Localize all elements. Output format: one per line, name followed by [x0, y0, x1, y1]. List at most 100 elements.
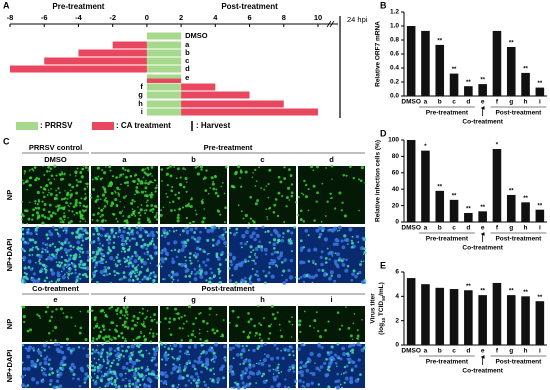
y-axis-label: Relative ORF7 mRNA	[375, 21, 382, 87]
infected-cell	[149, 262, 152, 264]
infected-cell	[247, 334, 250, 336]
infected-cell	[172, 317, 176, 321]
infected-cell	[189, 205, 193, 209]
infected-cell	[60, 270, 63, 273]
nucleus	[333, 353, 338, 357]
infected-cell	[168, 317, 172, 320]
infected-cell	[170, 276, 174, 279]
infected-cell	[186, 226, 189, 229]
infected-cell	[150, 277, 152, 280]
infected-cell	[97, 175, 100, 178]
infected-cell	[53, 178, 55, 180]
y-axis-label: Relative infection cells (%)	[375, 140, 382, 222]
infected-cell	[51, 371, 55, 375]
infected-cell	[184, 204, 188, 208]
infected-cell	[75, 211, 79, 215]
infected-cell	[134, 214, 137, 217]
infected-cell	[37, 215, 41, 219]
nucleus	[105, 273, 109, 276]
infected-cell	[254, 252, 257, 255]
nucleus	[199, 274, 204, 279]
infected-cell	[327, 365, 331, 369]
infected-cell	[25, 179, 29, 183]
infected-cell	[66, 254, 69, 257]
infected-cell	[110, 281, 112, 284]
nucleus	[66, 343, 69, 346]
significance-label: **	[480, 205, 485, 211]
infected-cell	[187, 335, 190, 337]
bar	[492, 30, 502, 96]
infected-cell	[137, 179, 141, 182]
infected-cell	[163, 231, 166, 235]
ca-bar	[146, 78, 182, 83]
nucleus	[160, 251, 164, 255]
infected-cell	[43, 215, 47, 219]
nucleus	[357, 358, 361, 362]
nucleus	[277, 382, 281, 386]
nucleus	[318, 225, 323, 231]
x-tick-label: g	[509, 225, 513, 232]
infected-cell	[155, 230, 158, 233]
infected-cell	[281, 194, 284, 198]
infected-cell	[84, 193, 87, 195]
nucleus	[132, 360, 137, 366]
infected-cell	[37, 177, 41, 181]
nucleus	[244, 242, 247, 246]
infected-cell	[98, 207, 101, 210]
infected-cell	[224, 206, 227, 210]
infected-cell	[313, 327, 315, 329]
infected-cell	[117, 346, 120, 349]
infected-cell	[145, 268, 150, 273]
column-label: c	[260, 155, 264, 164]
infected-cell	[194, 209, 197, 212]
infected-cell	[136, 271, 139, 274]
infected-cell	[176, 219, 180, 223]
significance-label: **	[480, 78, 485, 84]
infected-cell	[80, 244, 83, 247]
infected-cell	[263, 281, 267, 285]
nucleus	[302, 260, 306, 265]
infected-cell	[211, 378, 215, 382]
infected-cell	[305, 183, 308, 186]
infected-cell	[287, 168, 291, 172]
row-label: NP	[5, 319, 14, 329]
infected-cell	[139, 354, 141, 356]
nucleus	[303, 364, 308, 368]
infected-cell	[239, 177, 241, 179]
nucleus	[53, 342, 58, 347]
infected-cell	[48, 170, 51, 173]
infected-cell	[347, 326, 351, 330]
infected-cell	[218, 281, 222, 285]
bar	[421, 284, 430, 345]
significance-label: **	[437, 184, 442, 190]
infected-cell	[111, 182, 114, 184]
y-tick-label: 1.2	[390, 9, 399, 16]
nucleus	[249, 234, 254, 239]
infected-cell	[304, 362, 308, 365]
infected-cell	[178, 327, 182, 330]
infected-cell	[266, 216, 268, 218]
infected-cell	[213, 372, 216, 376]
infected-cell	[122, 173, 125, 176]
infected-cell	[330, 274, 333, 278]
infected-cell	[119, 173, 123, 177]
infected-cell	[232, 357, 235, 360]
nucleus	[317, 368, 320, 371]
infected-cell	[138, 343, 142, 346]
infected-cell	[132, 351, 134, 353]
infected-cell	[166, 231, 169, 233]
nucleus	[191, 364, 196, 368]
group-label: Pre-treatment	[426, 236, 469, 243]
infected-cell	[63, 273, 66, 276]
infected-cell	[298, 319, 302, 323]
infected-cell	[175, 229, 178, 232]
infected-cell	[56, 208, 60, 211]
infected-cell	[186, 374, 189, 378]
nucleus	[151, 233, 156, 238]
infected-cell	[168, 229, 171, 232]
infected-cell	[95, 198, 98, 201]
infected-cell	[55, 385, 59, 389]
group-label: Pre-treatment	[426, 359, 469, 366]
infected-cell	[38, 314, 41, 318]
nucleus	[243, 386, 247, 389]
